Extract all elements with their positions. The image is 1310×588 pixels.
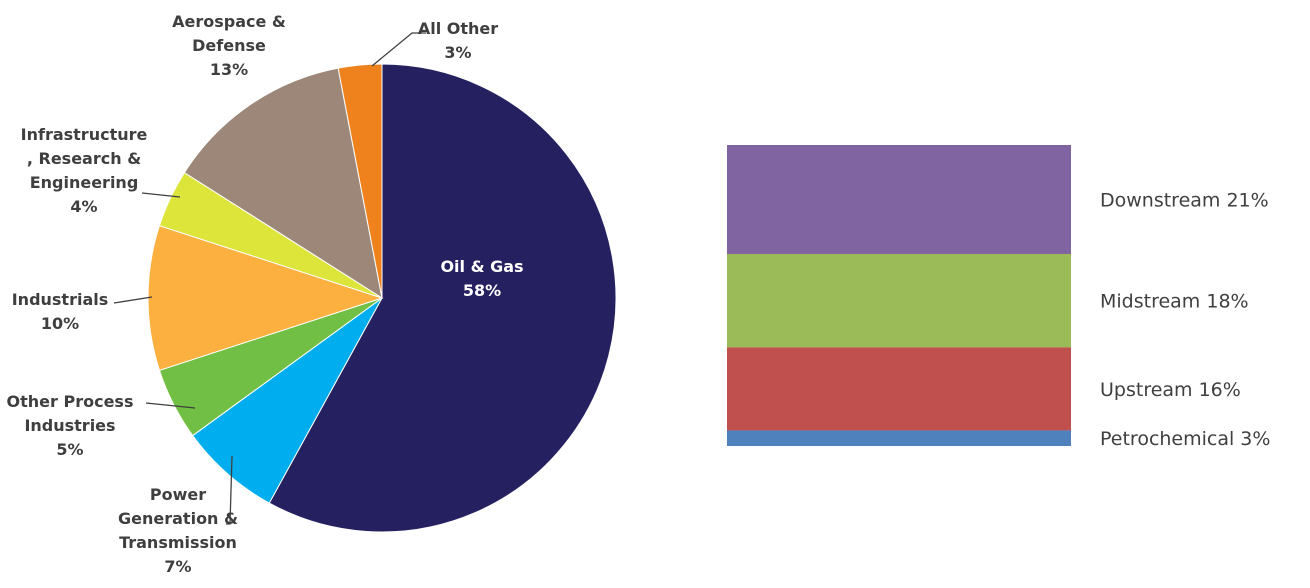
pie-label-industrials: Industrials 10% xyxy=(12,290,109,333)
pie-labels: Oil & Gas 58% Power Generation & Transmissio… xyxy=(7,12,524,576)
leader-line-all-other xyxy=(371,32,426,67)
pie-label-oil-and-gas: Oil & Gas 58% xyxy=(440,257,523,300)
bar-segment-upstream xyxy=(727,347,1071,431)
leader-line-industrials xyxy=(113,296,153,304)
pie-leader-lines xyxy=(113,32,426,525)
oil-gas-segment-stacked-bar: Downstream 21% Midstream 18% Upstream 16% P… xyxy=(727,145,1270,450)
bar-label-downstream: Downstream 21% xyxy=(1100,189,1269,211)
pie-slice-oil-and-gas xyxy=(268,63,617,533)
pie-label-other-process-industries: Other Process Industries 5% xyxy=(7,392,134,459)
bar-segment-petrochemical xyxy=(727,430,1071,446)
pie-slice-all-other xyxy=(337,63,383,299)
pie-label-infrastructure-research-and-engineering: Infrastructure, Research & Engineering 4% xyxy=(21,125,148,216)
leader-line-other-process-industries xyxy=(145,402,196,409)
bar-segment-downstream xyxy=(727,145,1071,254)
leader-line-infrastructure-research-and-engineering xyxy=(141,192,181,198)
pie-slice-power-generation-and-transmission xyxy=(191,297,383,504)
leader-line-power-generation-and-transmission xyxy=(226,455,233,525)
industry-pie-chart xyxy=(147,63,617,533)
pie-label-aerospace-and-defense: Aerospace & Defense 13% xyxy=(172,12,286,79)
bar-label-upstream: Upstream 16% xyxy=(1100,379,1241,401)
pie-slice-aerospace-and-defense xyxy=(183,67,383,300)
bar-segment-midstream xyxy=(727,253,1071,348)
pie-label-power-generation-and-transmission: Power Generation & Transmission 7% xyxy=(118,485,238,576)
bar-label-petrochemical: Petrochemical 3% xyxy=(1100,428,1270,450)
pie-label-all-other: All Other 3% xyxy=(418,19,498,62)
bar-label-midstream: Midstream 18% xyxy=(1100,291,1249,313)
